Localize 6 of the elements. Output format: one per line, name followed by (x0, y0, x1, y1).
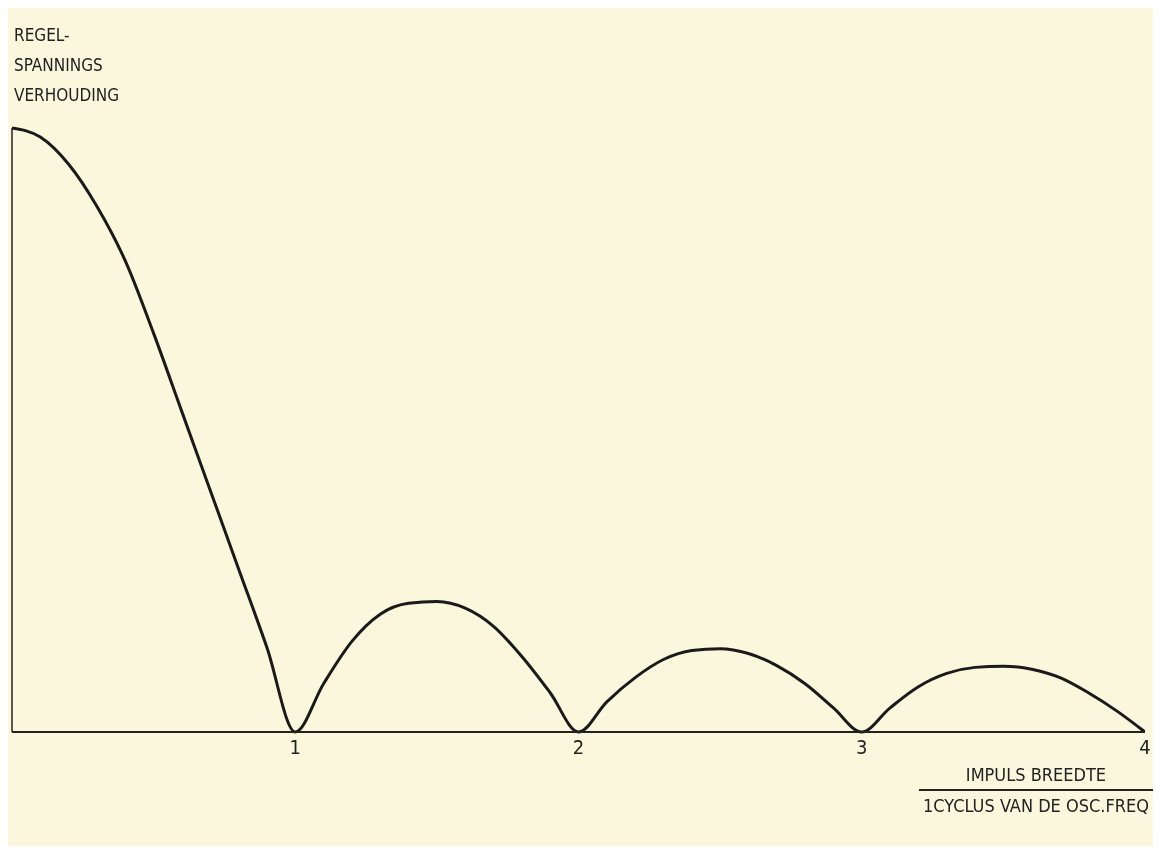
x-axis-title: IMPULS BREEDTE 1CYCLUS VAN DE OSC.FREQ (921, 763, 1150, 818)
y-axis-title: REGEL- SPANNINGS VERHOUDING (14, 24, 120, 107)
x-tick-label: 1 (289, 735, 301, 760)
x-tick-label: 2 (572, 735, 585, 760)
x-tick-label: 3 (856, 735, 868, 760)
x-tick-label: 4 (1139, 735, 1151, 760)
